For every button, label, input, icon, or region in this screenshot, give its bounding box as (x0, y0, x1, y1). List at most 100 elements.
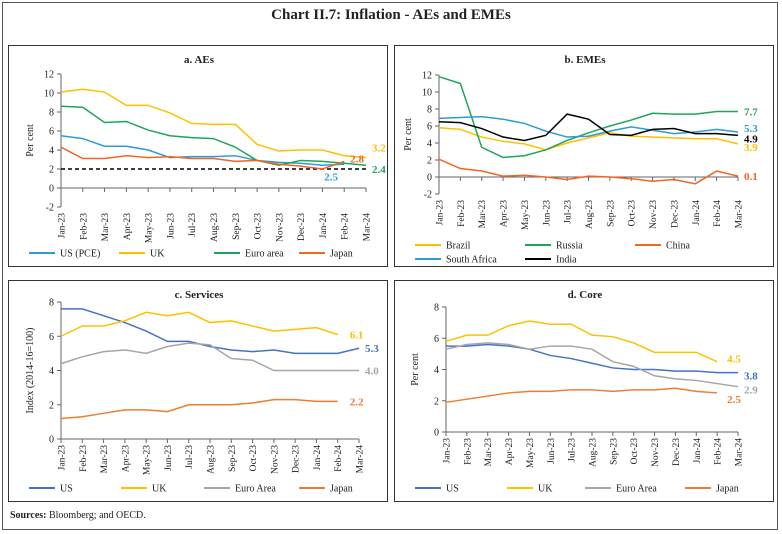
legend-label: UK (152, 484, 167, 495)
chart-svg: d. Core Per cent 0 2 4 6 8 Jan-23 Feb-23 Mar-23 Ap… (410, 289, 758, 495)
panel-title: c. Services (175, 289, 225, 301)
end-value-label: 3.2 (372, 143, 386, 155)
legend-label: South Africa (446, 255, 497, 266)
x-tick-label: Nov-23 (649, 200, 659, 229)
x-tick-label: Mar-24 (735, 200, 745, 229)
y-tick-label: 8 (427, 105, 432, 116)
x-tick-label: Apr-23 (500, 200, 510, 227)
x-tick-label: Sep-23 (232, 213, 242, 240)
series-line-uk (60, 311, 338, 337)
panel-title: b. EMEs (565, 54, 607, 66)
legend-label: US (60, 484, 73, 495)
y-tick-label: 2 (434, 396, 439, 407)
legend-label: UK (538, 484, 553, 495)
x-tick-label: Apr-23 (121, 445, 131, 472)
x-tick-label: Nov-23 (275, 213, 285, 242)
legend-label: US (446, 484, 459, 495)
x-tick-label: Sep-23 (228, 445, 238, 472)
x-tick-label: Oct-23 (628, 200, 638, 227)
x-tick-label: May-23 (143, 445, 153, 475)
series-line-brazil (438, 126, 739, 151)
series-line-us (61, 308, 360, 355)
y-tick-label: 6 (49, 127, 54, 138)
x-tick-label: Mar-24 (363, 213, 373, 242)
x-tick-label: Mar-23 (101, 213, 111, 242)
x-tick-label: Jan-24 (692, 200, 702, 226)
x-tick-label: Sep-23 (606, 200, 616, 227)
x-tick-label: Jun-23 (542, 200, 552, 226)
x-tick-label: Apr-23 (505, 438, 515, 465)
x-tick-label: Jan-23 (443, 438, 453, 464)
x-tick-label: Mar-24 (735, 438, 745, 467)
y-tick-label: 2 (49, 165, 54, 176)
x-tick-label: Sep-23 (609, 438, 619, 465)
end-value-label: 2.5 (324, 171, 338, 183)
y-tick-label: -2 (424, 190, 432, 201)
y-tick-label: 10 (44, 89, 54, 100)
y-tick-label: 6 (427, 122, 432, 133)
legend-label: China (666, 241, 690, 252)
y-axis-label: Per cent (403, 118, 414, 151)
x-tick-label: Feb-23 (79, 445, 89, 472)
x-tick-label: Jan-23 (58, 213, 68, 239)
legend-label: Euro area (245, 249, 284, 260)
x-tick-label: Aug-23 (207, 445, 217, 474)
y-tick-label: 12 (44, 70, 54, 81)
y-axis-label: Per cent (25, 124, 36, 157)
y-tick-label: 4 (434, 365, 439, 376)
series-line-uk (445, 320, 718, 363)
y-tick-label: 0 (49, 184, 54, 195)
legend-label: Japan (330, 249, 353, 260)
end-value-label: 2.9 (744, 385, 758, 397)
chart-svg: c. Services Index (2014-16=100) 0 2 4 6 8 Jan-2… (25, 289, 379, 495)
y-tick-label: 8 (49, 298, 54, 309)
x-tick-label: Jan-24 (319, 213, 329, 239)
legend-label: Euro Area (616, 484, 657, 495)
legend-label: Euro Area (235, 484, 276, 495)
x-tick-label: Mar-23 (484, 438, 494, 467)
end-value-label: 6.1 (350, 330, 364, 342)
x-tick-label: Jan-23 (58, 445, 68, 471)
end-value-label: 0.1 (744, 171, 758, 183)
x-tick-label: Aug-23 (585, 200, 595, 229)
end-value-label: 4.0 (365, 366, 379, 378)
y-tick-label: 4 (49, 366, 54, 377)
chart-svg: a. AEs Per cent -2 0 2 4 6 8 10 12 Jan-23 Feb-23 Mar… (25, 54, 386, 260)
x-tick-label: Feb-23 (463, 438, 473, 465)
panel-title: a. AEs (184, 54, 215, 66)
y-tick-label: 4 (427, 139, 432, 150)
source-text: Bloomberg; and OECD. (48, 510, 146, 521)
series-line-japan (60, 398, 338, 420)
x-tick-label: Feb-24 (341, 213, 351, 240)
x-tick-label: Mar-23 (100, 445, 110, 474)
x-tick-label: Feb-23 (79, 213, 89, 240)
legend-label: Japan (330, 484, 353, 495)
panel-core: d. Core Per cent 0 2 4 6 8 Jan-23 Feb-23 Mar-23 Ap… (394, 280, 774, 502)
series-line-japan (445, 387, 718, 404)
y-tick-label: 0 (434, 428, 439, 439)
x-tick-label: Aug-23 (589, 438, 599, 467)
end-value-label: 5.3 (365, 343, 379, 355)
y-tick-label: 2 (49, 400, 54, 411)
end-value-label: 2.5 (727, 394, 741, 406)
series-line-us-pce- (60, 135, 345, 166)
y-tick-label: 8 (434, 303, 439, 314)
x-tick-label: Jan-24 (313, 445, 323, 471)
x-tick-label: Dec-23 (670, 200, 680, 228)
end-value-label: 2.8 (350, 153, 364, 165)
source-label: Sources: (10, 510, 47, 521)
x-tick-label: Jul-23 (188, 213, 198, 237)
end-value-label: 3.8 (744, 371, 758, 383)
panel-aes: a. AEs Per cent -2 0 2 4 6 8 10 12 Jan-23 Feb-23 Mar… (8, 45, 388, 267)
x-tick-label: Mar-24 (356, 445, 366, 474)
x-tick-label: Feb-24 (714, 438, 724, 465)
x-tick-label: May-23 (526, 438, 536, 468)
end-value-label: 3.9 (744, 142, 758, 154)
x-tick-label: Jul-23 (564, 200, 574, 224)
x-tick-label: Aug-23 (210, 213, 220, 242)
end-value-label: 2.2 (350, 396, 364, 408)
series-line-uk (60, 88, 367, 159)
end-value-label: 2.4 (372, 164, 386, 176)
y-tick-label: 6 (49, 332, 54, 343)
